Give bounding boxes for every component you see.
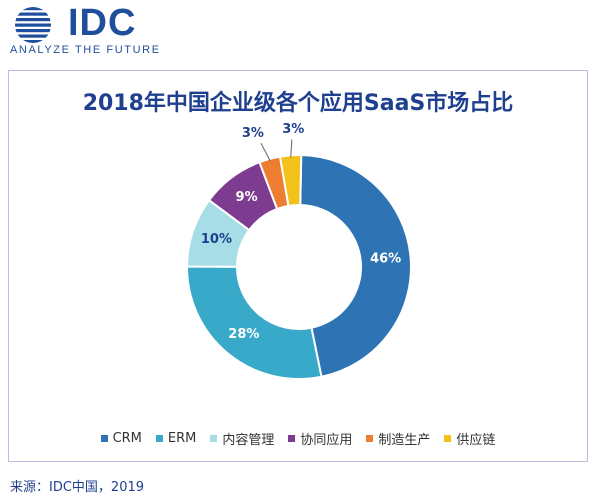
logo-wordmark: IDC [68,2,137,44]
legend-label-3: 协同应用 [300,433,353,448]
chart-title: 2018年中国企业级各个应用SaaS市场占比 [82,91,514,116]
donut-slice-5 [278,154,303,208]
legend-label-4: 制造生产 [378,433,431,448]
slice-label-0: 46% [370,252,401,267]
legend-item-3: 协同应用 [288,429,352,448]
legend-item-5: 供应链 [444,429,495,448]
slice-label-1: 28% [228,327,259,342]
slice-label-5: 3% [282,122,304,137]
logo-tagline: ANALYZE THE FUTURE [10,44,161,56]
donut-slice-1 [186,265,323,380]
leader-line-4 [260,143,271,162]
legend-swatch-3 [288,435,296,442]
donut-chart: 46% 28% 10% 9% 3% 3% [185,122,412,380]
slice-label-3: 9% [236,190,258,205]
legend-label-5: 供应链 [456,433,496,448]
legend-label-0: CRM [112,431,142,446]
legend-label-1: ERM [167,431,197,446]
slice-label-4: 3% [242,126,264,141]
legend-swatch-0 [100,435,108,442]
legend-item-1: ERM [155,429,197,448]
chart-legend: CRM ERM 内容管理 协同应用 制造生产 供应链 [9,429,587,448]
source-note: 来源：IDC中国，2019 [10,480,145,495]
legend-item-2: 内容管理 [210,429,274,448]
legend-item-0: CRM [100,429,142,448]
legend-label-2: 内容管理 [222,433,275,448]
legend-swatch-4 [366,435,374,442]
donut-slice-0 [299,154,412,378]
legend-swatch-2 [210,435,218,442]
legend-swatch-1 [155,435,163,442]
globe-icon [15,7,51,43]
legend-item-4: 制造生产 [366,429,430,448]
legend-swatch-5 [444,435,452,442]
leader-line-5 [290,139,293,158]
idc-logo: IDC ANALYZE THE FUTURE [6,2,176,58]
slice-label-2: 10% [201,232,232,247]
chart-card: 2018年中国企业级各个应用SaaS市场占比 46% 28% 10% 9% 3% 3% C… [8,70,588,462]
